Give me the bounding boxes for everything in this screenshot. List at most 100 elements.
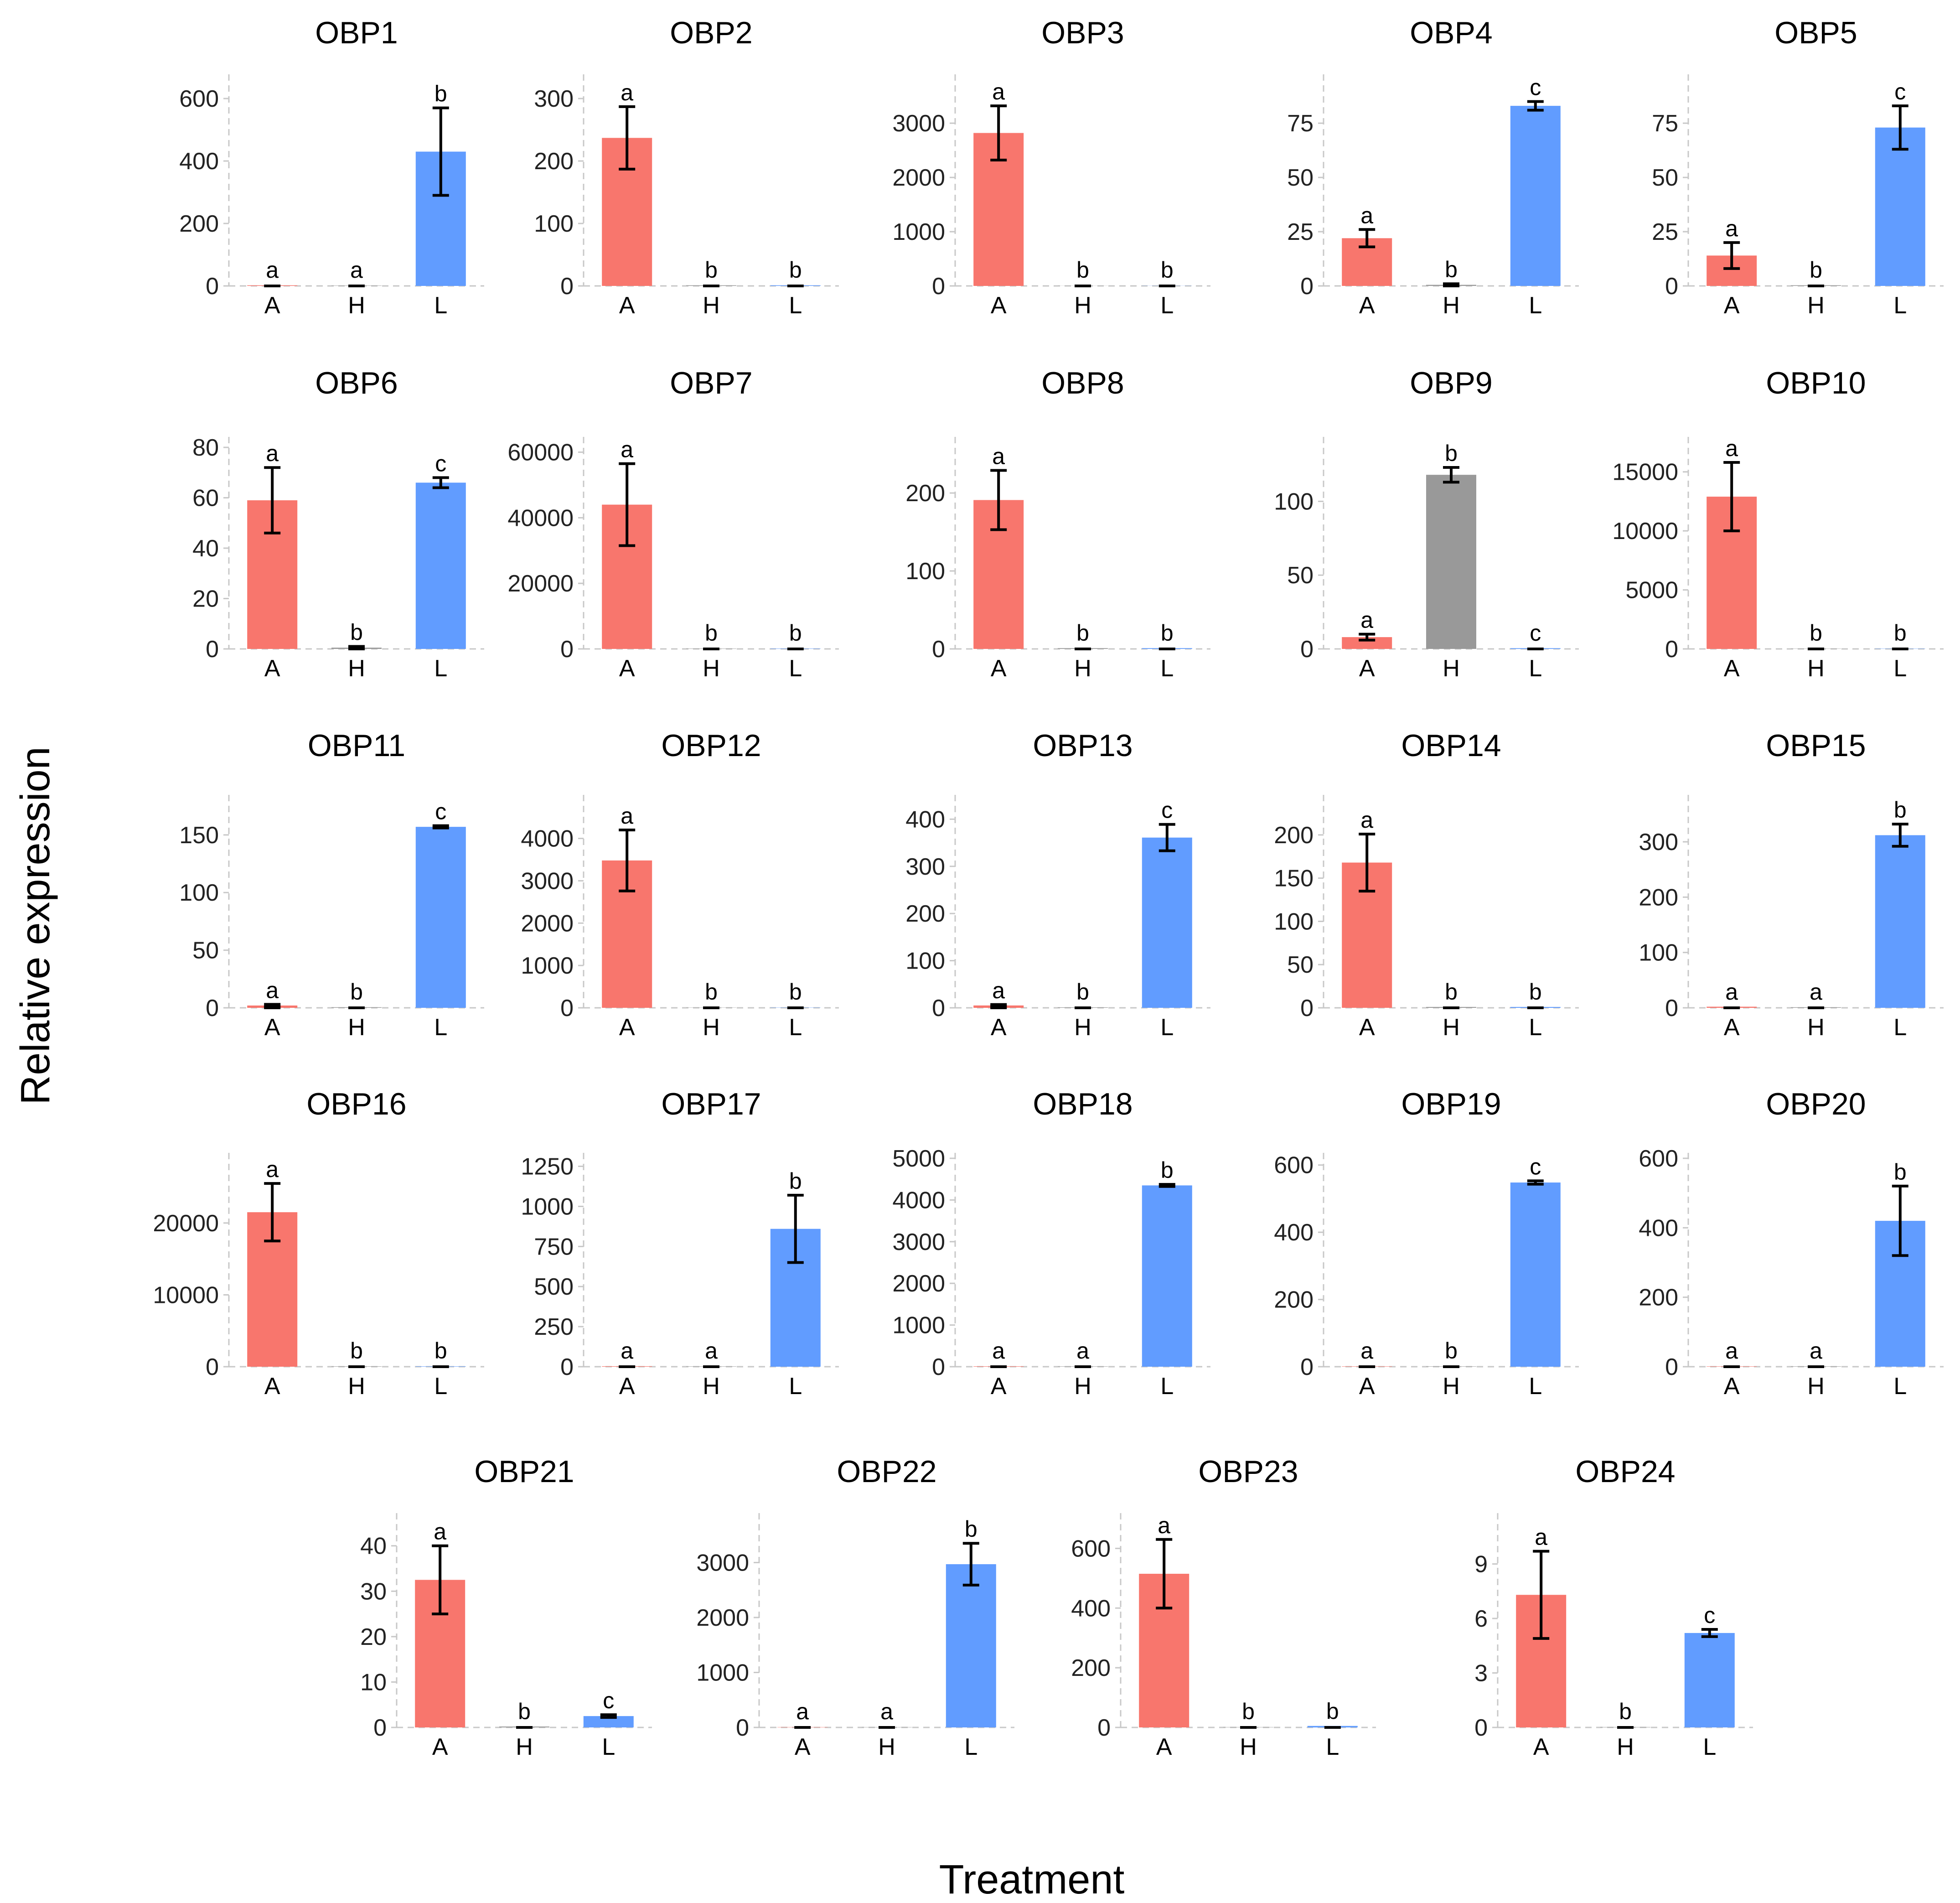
x-tick-label: H xyxy=(1617,1734,1634,1760)
y-tick-label: 0 xyxy=(1665,636,1678,663)
y-tick-label: 2000 xyxy=(892,165,945,191)
x-tick-label: L xyxy=(1893,292,1907,319)
y-tick-label: 60000 xyxy=(507,440,574,466)
x-tick-label: L xyxy=(434,655,447,682)
y-tick-label: 0 xyxy=(1665,995,1678,1022)
y-tick-label: 100 xyxy=(1274,488,1314,515)
y-tick-label: 200 xyxy=(1639,884,1678,911)
significance-letter: b xyxy=(1161,257,1174,283)
significance-letter: a xyxy=(266,257,279,283)
significance-letter: a xyxy=(350,257,363,283)
y-tick-label: 40000 xyxy=(507,505,574,531)
x-tick-label: H xyxy=(703,655,720,682)
y-tick-label: 9 xyxy=(1474,1551,1488,1578)
error-bar xyxy=(619,105,636,171)
error-bar xyxy=(1359,832,1376,893)
y-tick-label: 0 xyxy=(206,636,219,663)
y-tick-label: 2000 xyxy=(696,1605,749,1631)
error-bar xyxy=(1359,633,1376,642)
y-tick-label: 3000 xyxy=(521,868,574,894)
y-tick-label: 0 xyxy=(1300,995,1314,1022)
error-bar xyxy=(1527,1179,1544,1186)
y-tick-label: 750 xyxy=(534,1234,574,1260)
bar-l xyxy=(1510,1182,1561,1367)
y-tick-label: 10 xyxy=(360,1669,387,1696)
panel-title: OBP11 xyxy=(308,728,405,763)
error-bar xyxy=(1158,823,1175,852)
y-tick-label: 3 xyxy=(1474,1660,1488,1687)
y-tick-label: 0 xyxy=(206,995,219,1022)
x-tick-label: A xyxy=(1359,1373,1375,1400)
x-tick-label: H xyxy=(1443,292,1460,319)
y-tick-label: 400 xyxy=(179,148,219,175)
y-tick-label: 50 xyxy=(1287,952,1314,978)
significance-letter: a xyxy=(1725,216,1738,241)
significance-letter: a xyxy=(1360,1338,1373,1364)
y-tick-label: 0 xyxy=(932,636,945,663)
y-tick-label: 100 xyxy=(905,558,945,585)
significance-letter: c xyxy=(603,1688,614,1713)
error-bar xyxy=(1892,104,1908,151)
x-tick-label: A xyxy=(264,655,280,682)
significance-letter: a xyxy=(621,803,633,829)
panel-title: OBP2 xyxy=(670,16,752,50)
y-tick-label: 100 xyxy=(905,948,945,975)
x-tick-label: H xyxy=(1807,1373,1825,1400)
x-tick-label: H xyxy=(1074,655,1091,682)
x-tick-label: L xyxy=(1893,1014,1907,1041)
significance-letter: a xyxy=(992,444,1005,469)
y-tick-label: 0 xyxy=(932,273,945,300)
x-tick-label: L xyxy=(1160,292,1174,319)
y-tick-label: 0 xyxy=(736,1715,749,1741)
y-tick-label: 30 xyxy=(360,1578,387,1605)
x-tick-label: A xyxy=(991,292,1007,319)
significance-letter: b xyxy=(1445,257,1458,282)
x-tick-label: A xyxy=(1359,1014,1375,1041)
y-tick-label: 50 xyxy=(1287,165,1314,191)
x-tick-label: L xyxy=(434,292,447,319)
y-tick-label: 0 xyxy=(373,1715,387,1741)
y-tick-label: 400 xyxy=(1639,1215,1678,1241)
y-tick-label: 3000 xyxy=(892,110,945,137)
panel-title: OBP15 xyxy=(1766,728,1866,763)
panel-title: OBP1 xyxy=(315,16,398,50)
bar-l xyxy=(415,827,466,1008)
significance-letter: b xyxy=(789,257,802,283)
y-tick-label: 300 xyxy=(534,86,574,112)
error-bar xyxy=(1723,461,1740,533)
y-tick-label: 75 xyxy=(1652,110,1678,137)
significance-letter: b xyxy=(518,1699,531,1724)
y-tick-label: 100 xyxy=(534,211,574,237)
significance-letter: c xyxy=(1530,75,1541,100)
significance-letter: b xyxy=(1445,979,1458,1005)
y-tick-label: 150 xyxy=(1274,866,1314,892)
x-tick-label: H xyxy=(1443,1014,1460,1041)
error-bar xyxy=(432,1544,449,1616)
bar-l xyxy=(1875,127,1925,286)
error-bar xyxy=(432,824,449,830)
bar-l xyxy=(1875,835,1925,1008)
error-bar xyxy=(1156,1538,1173,1610)
significance-letter: a xyxy=(266,1156,279,1182)
significance-letter: a xyxy=(1810,1338,1822,1364)
y-tick-label: 300 xyxy=(1639,829,1678,856)
error-bar xyxy=(1701,1628,1718,1638)
y-tick-label: 200 xyxy=(1274,822,1314,849)
y-tick-label: 600 xyxy=(1274,1152,1314,1179)
error-bar xyxy=(600,1713,617,1719)
significance-letter: b xyxy=(350,1338,363,1364)
panel-title: OBP14 xyxy=(1401,728,1501,763)
y-tick-label: 0 xyxy=(560,273,574,300)
error-bar xyxy=(432,106,449,197)
bar-l xyxy=(946,1564,996,1727)
significance-letter: b xyxy=(350,979,363,1005)
y-tick-label: 1000 xyxy=(892,219,945,245)
y-tick-label: 1000 xyxy=(696,1659,749,1686)
bar-l xyxy=(415,482,466,649)
x-tick-label: H xyxy=(1807,292,1825,319)
